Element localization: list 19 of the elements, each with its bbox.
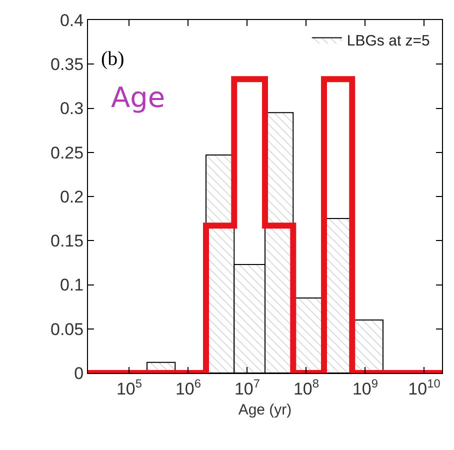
y-tick-label: 0.1 [60,276,84,295]
annotation: (b) [101,48,124,70]
y-tick-label: 0.4 [60,10,84,30]
x-tick-label: 10$^{7}$ [234,376,260,398]
x-tick-label: 10$^{5}$ [116,376,142,398]
y-tick-label: 0 [74,364,84,383]
x-axis-title: Age (yr) [238,401,292,418]
legend-label: LBGs at z=5 [346,32,430,50]
y-tick-label: 0.2 [60,187,84,206]
y-tick-label: 0.3 [60,99,84,118]
y-tick-label: 0.35 [50,55,84,74]
x-tick-label: 10$^{9}$ [352,376,378,398]
annotation: Age [111,81,166,114]
x-tick-label: 10$^{8}$ [293,376,320,398]
y-tick-label: 0.05 [50,320,84,339]
x-tick-label: 10$^{6}$ [175,376,202,398]
y-tick-label: 0.25 [50,143,84,162]
y-tick-label: 0.15 [50,232,84,251]
x-tick-label: 10$^{10}$ [408,376,441,398]
